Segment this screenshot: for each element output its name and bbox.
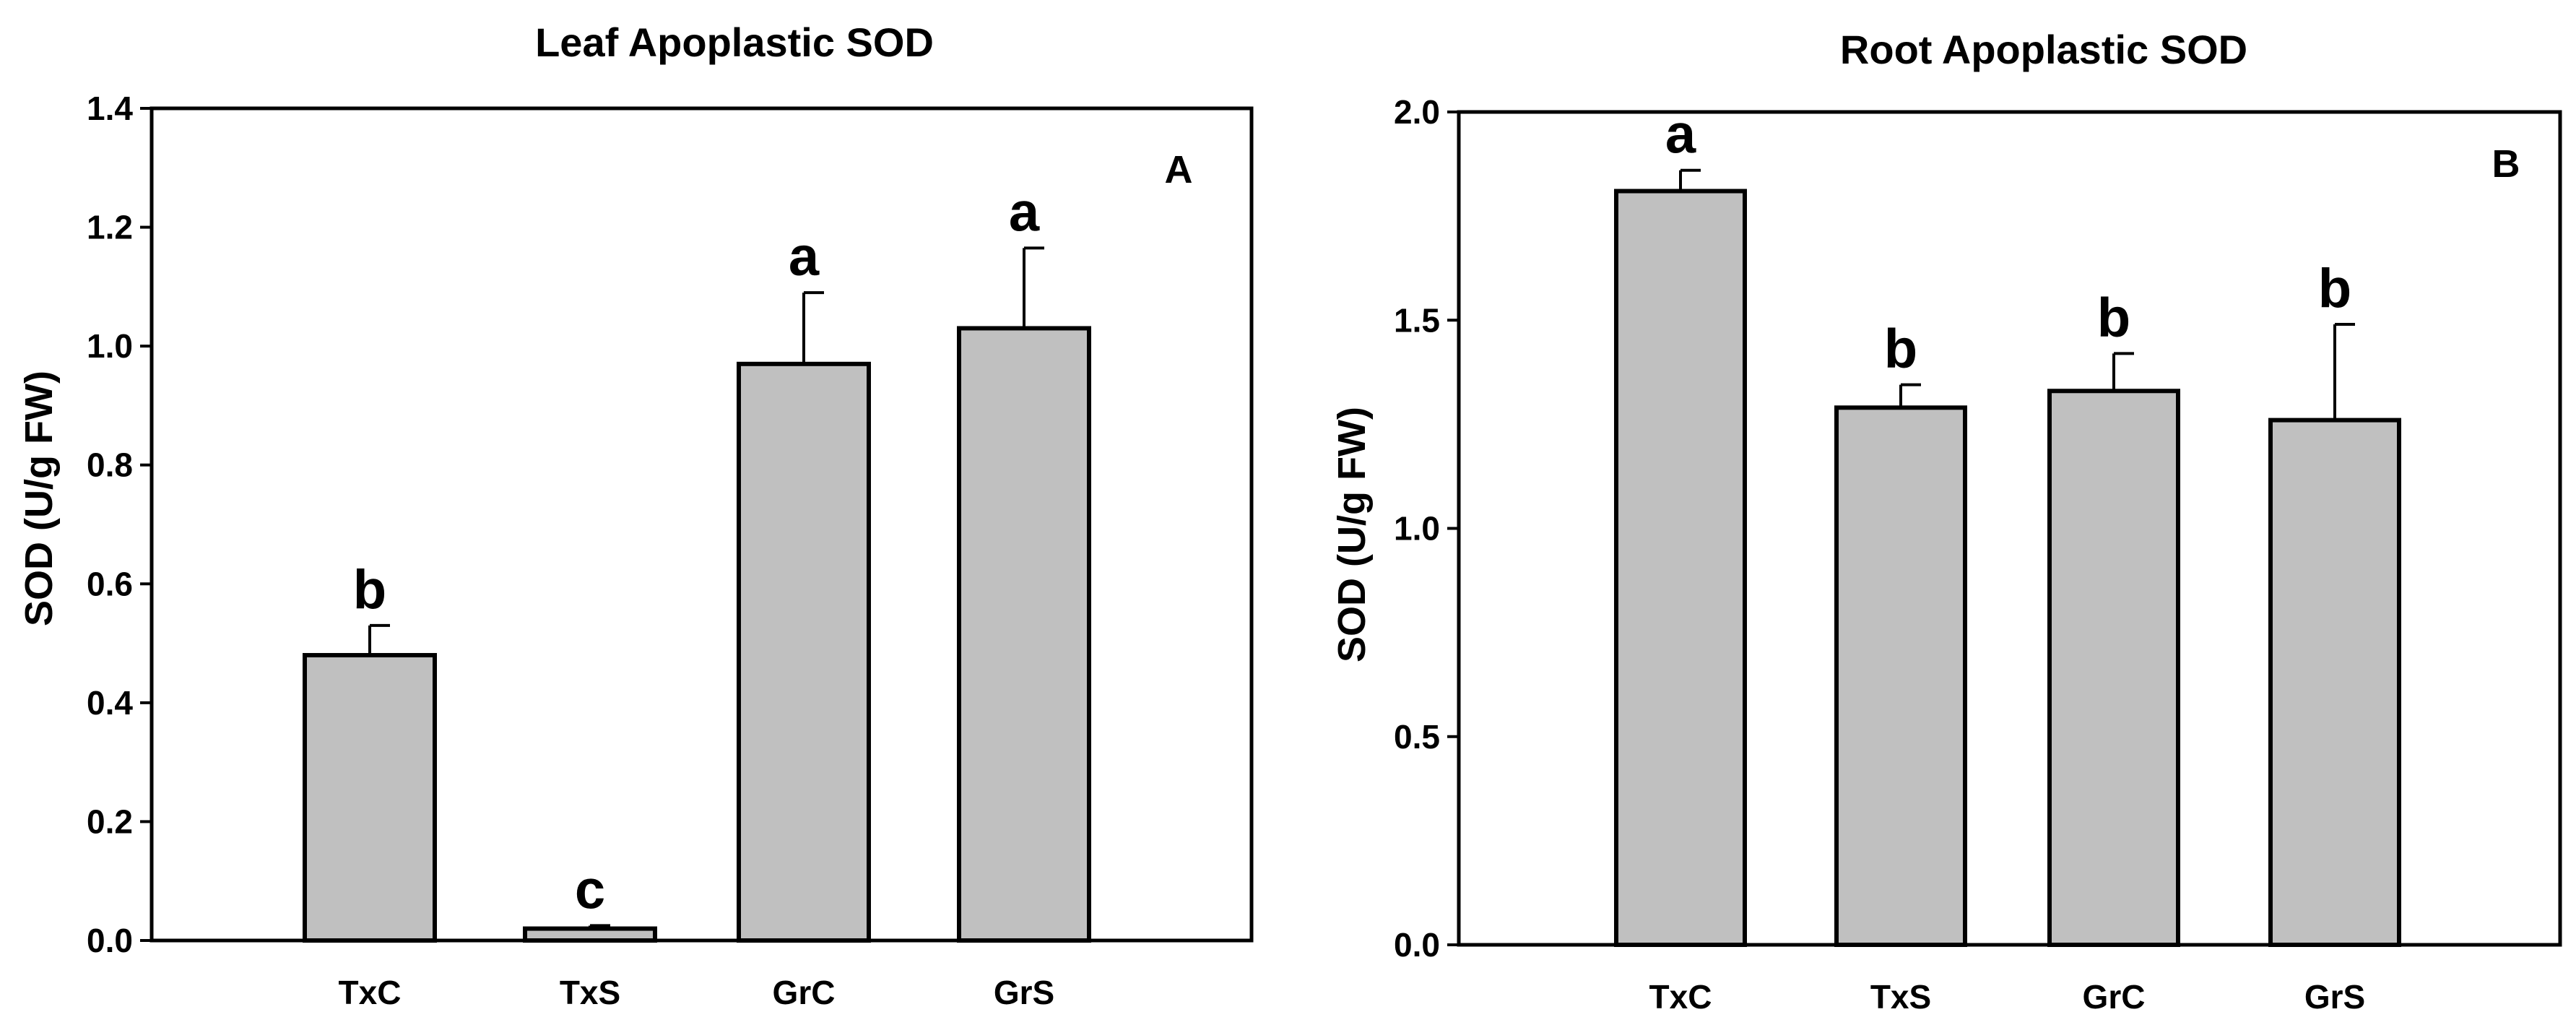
significance-label: b bbox=[2097, 287, 2130, 348]
bar-grs bbox=[957, 326, 1091, 943]
y-tick-label: 2.0 bbox=[1394, 93, 1440, 131]
y-tick-label: 0.8 bbox=[87, 446, 133, 484]
significance-label: a bbox=[1009, 181, 1040, 243]
x-tick-label: TxC bbox=[1649, 978, 1712, 1016]
bar-txc bbox=[303, 653, 437, 943]
y-axis-ticks: 0.0 0.2 0.4 0.6 0.8 1.0 1.2 1.4 bbox=[87, 90, 152, 959]
y-axis-label: SOD (U/g FW) bbox=[17, 371, 61, 626]
x-tick-label: TxS bbox=[560, 974, 620, 1011]
y-tick-label: 0.4 bbox=[87, 684, 133, 722]
significance-label: a bbox=[789, 226, 820, 287]
significance-label: b bbox=[1884, 319, 1917, 380]
significance-label: b bbox=[2318, 258, 2351, 319]
bar-grs bbox=[2268, 418, 2401, 947]
x-tick-label: GrC bbox=[773, 974, 836, 1011]
chart-title: Leaf Apoplastic SOD bbox=[535, 20, 934, 65]
y-tick-label: 0.2 bbox=[87, 803, 133, 840]
x-tick-label: GrS bbox=[994, 974, 1054, 1011]
bar-txc bbox=[1614, 189, 1747, 947]
y-tick-label: 1.4 bbox=[87, 90, 133, 127]
chart-title: Root Apoplastic SOD bbox=[1840, 27, 2247, 72]
y-tick-label: 1.0 bbox=[1394, 510, 1440, 548]
y-tick-label: 0.6 bbox=[87, 565, 133, 602]
x-tick-label: TxS bbox=[1870, 978, 1931, 1016]
plot-frame bbox=[149, 106, 1254, 943]
significance-label: a bbox=[1665, 104, 1696, 165]
y-axis-label: SOD (U/g FW) bbox=[1330, 407, 1374, 662]
significance-label: c bbox=[575, 859, 605, 920]
bars: b TxC c TxS a GrC a GrS bbox=[303, 181, 1091, 1011]
chart-panel-leaf: Leaf Apoplastic SOD SOD (U/g FW) A 0.00.… bbox=[17, 20, 1254, 1011]
x-tick-label: GrS bbox=[2304, 978, 2365, 1016]
chart-panel-root: Root Apoplastic SOD SOD (U/g FW) B 0.00.… bbox=[1330, 27, 2562, 1016]
x-tick-label: TxC bbox=[339, 974, 402, 1011]
y-tick-label: 0.0 bbox=[87, 922, 133, 959]
bar-grc bbox=[737, 361, 871, 943]
y-tick-label: 0.0 bbox=[1394, 926, 1440, 964]
significance-label: b bbox=[353, 559, 386, 620]
panel-label: A bbox=[1165, 148, 1193, 191]
bar-txs bbox=[523, 926, 657, 943]
panel-label: B bbox=[2492, 142, 2520, 186]
y-axis-ticks: 0.0 0.5 1.0 1.5 2.0 bbox=[1394, 93, 1459, 964]
bar-grc bbox=[2047, 389, 2180, 947]
y-tick-label: 1.5 bbox=[1394, 301, 1440, 339]
x-tick-label: GrC bbox=[2083, 978, 2146, 1016]
y-tick-label: 1.2 bbox=[87, 209, 133, 246]
bars: a TxC b TxS b GrC b GrS bbox=[1614, 104, 2401, 1016]
y-tick-label: 0.5 bbox=[1394, 718, 1440, 756]
y-tick-label: 1.0 bbox=[87, 327, 133, 365]
bar-txs bbox=[1834, 405, 1967, 947]
